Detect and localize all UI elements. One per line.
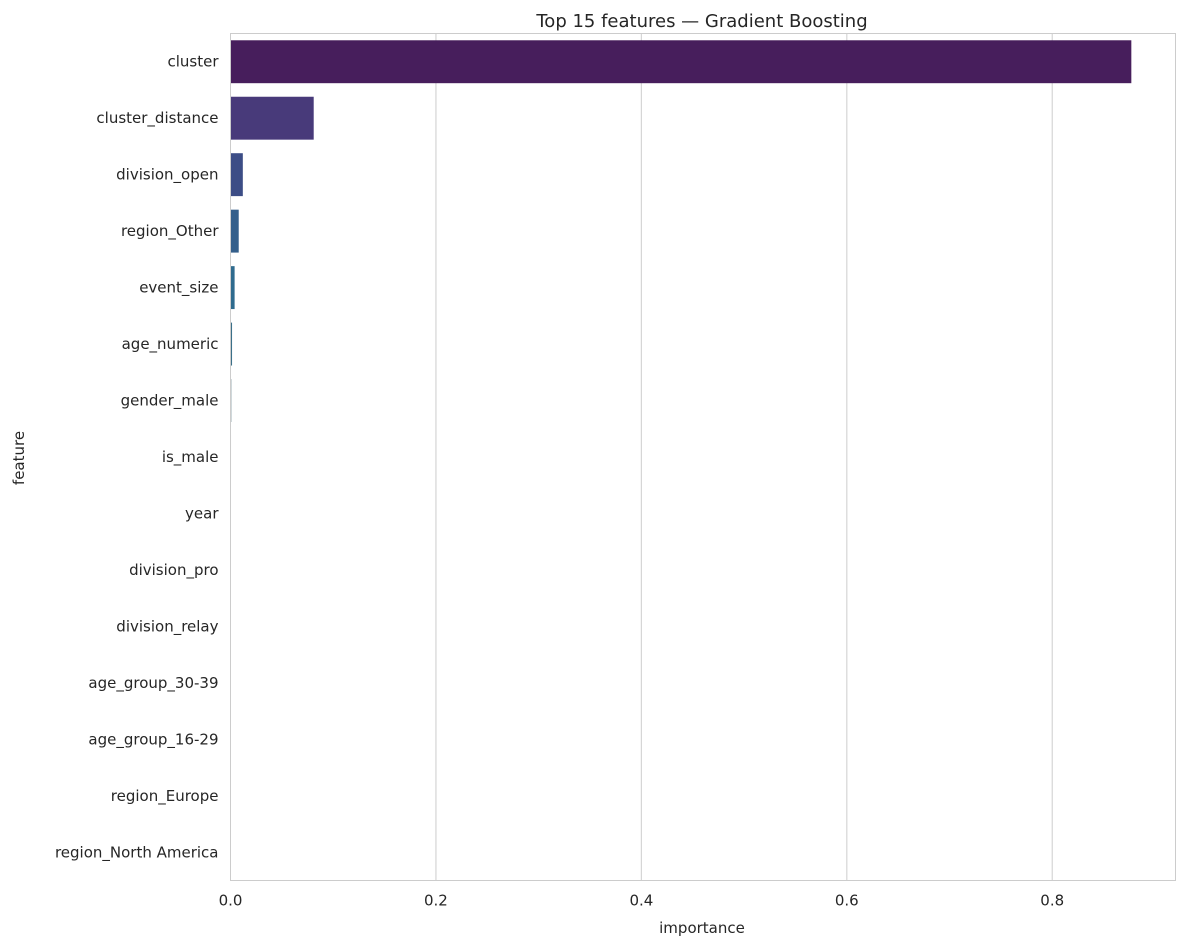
y-tick-label: cluster xyxy=(167,53,219,71)
gridlines xyxy=(436,34,1052,881)
y-tick-label: division_pro xyxy=(129,561,218,580)
x-tick-label: 0.2 xyxy=(424,892,448,910)
y-tick-label: region_Other xyxy=(121,222,219,241)
y-tick-labels: cluster cluster_distance division_openregi… xyxy=(55,53,219,863)
chart-title: Top 15 features — Gradient Boosting xyxy=(535,11,867,32)
x-tick-label: 0.0 xyxy=(219,892,243,910)
bars xyxy=(231,40,1132,873)
plot-frame xyxy=(231,34,1176,881)
bar xyxy=(231,40,1132,83)
x-tick-labels: 0.0 0.2 0.4 0.6 0.8 xyxy=(219,892,1065,910)
y-tick-label: cluster_distance xyxy=(96,109,218,128)
y-tick-label: region_North America xyxy=(55,843,219,862)
y-axis-label: feature xyxy=(10,431,28,485)
y-tick-label: is_male xyxy=(162,448,219,467)
y-tick-label: division_open xyxy=(116,166,218,185)
y-tick-label: event_size xyxy=(139,279,218,298)
y-tick-label: gender_male xyxy=(121,392,219,411)
y-tick-label: age_numeric xyxy=(122,335,219,354)
bar xyxy=(231,97,314,140)
y-tick-label: region_Europe xyxy=(111,787,219,806)
x-tick-label: 0.4 xyxy=(629,892,653,910)
bar xyxy=(231,266,235,309)
y-tick-label: age_group_16-29 xyxy=(88,730,218,749)
x-tick-label: 0.6 xyxy=(835,892,859,910)
y-tick-label: age_group_30-39 xyxy=(88,674,218,693)
x-axis-label: importance xyxy=(659,919,745,937)
y-tick-label: division_relay xyxy=(116,617,218,636)
y-tick-label: year xyxy=(185,504,219,522)
x-tick-label: 0.8 xyxy=(1040,892,1064,910)
bar xyxy=(231,153,243,196)
bar xyxy=(231,210,239,253)
